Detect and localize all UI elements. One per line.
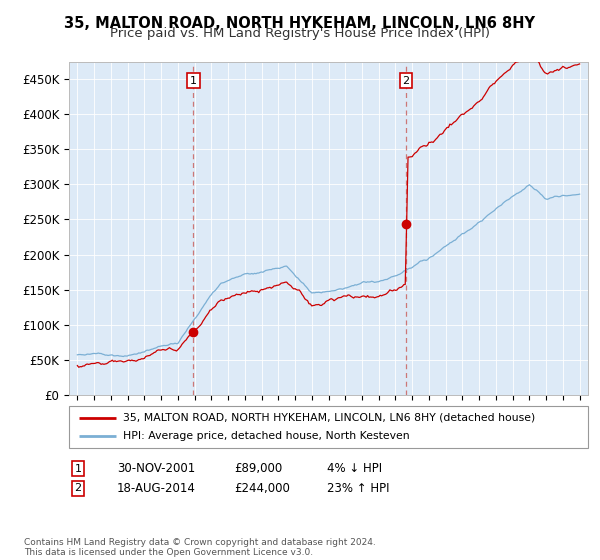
Text: 1: 1 [74,464,82,474]
Text: 18-AUG-2014: 18-AUG-2014 [117,482,196,495]
Text: HPI: Average price, detached house, North Kesteven: HPI: Average price, detached house, Nort… [124,431,410,441]
Text: 4% ↓ HPI: 4% ↓ HPI [327,462,382,475]
Text: £244,000: £244,000 [234,482,290,495]
Text: 35, MALTON ROAD, NORTH HYKEHAM, LINCOLN, LN6 8HY (detached house): 35, MALTON ROAD, NORTH HYKEHAM, LINCOLN,… [124,413,536,423]
FancyBboxPatch shape [69,406,588,448]
Text: 30-NOV-2001: 30-NOV-2001 [117,462,195,475]
Text: Price paid vs. HM Land Registry's House Price Index (HPI): Price paid vs. HM Land Registry's House … [110,27,490,40]
Text: Contains HM Land Registry data © Crown copyright and database right 2024.
This d: Contains HM Land Registry data © Crown c… [24,538,376,557]
Text: 35, MALTON ROAD, NORTH HYKEHAM, LINCOLN, LN6 8HY: 35, MALTON ROAD, NORTH HYKEHAM, LINCOLN,… [65,16,536,31]
Text: 1: 1 [190,76,197,86]
Text: 23% ↑ HPI: 23% ↑ HPI [327,482,389,495]
Text: 2: 2 [403,76,410,86]
Text: £89,000: £89,000 [234,462,282,475]
Text: 2: 2 [74,483,82,493]
